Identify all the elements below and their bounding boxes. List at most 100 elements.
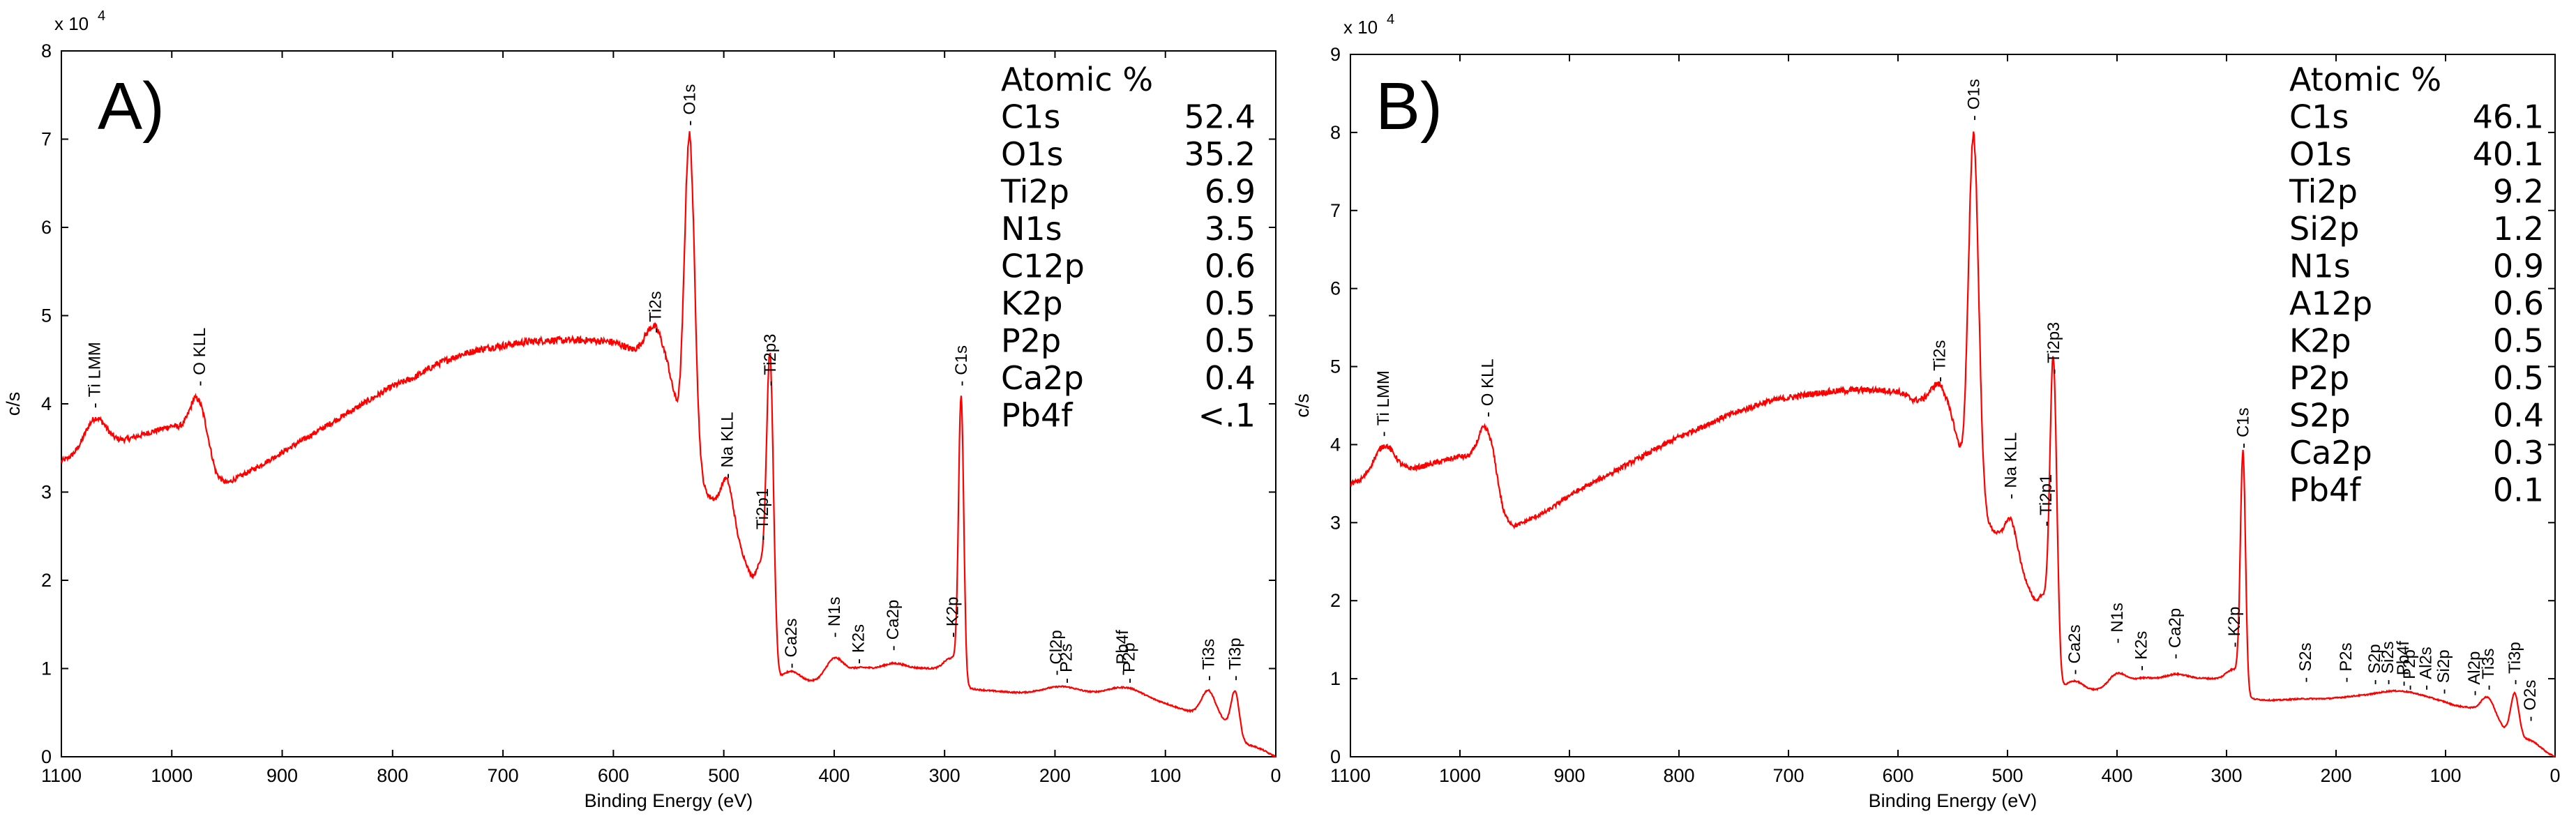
peak-label-group: - K2p [2225,607,2244,648]
peak-label: P2p [1120,642,1138,672]
peak-label: Ca2p [884,600,903,640]
table-row-label: O1s [2289,135,2351,173]
table-row-value: 0.5 [1205,285,1256,322]
spectrum-line [60,131,1276,758]
panel-label: B) [1376,69,1443,144]
table-row-label: Si2p [2289,210,2359,248]
x-tick-label: 600 [598,765,629,786]
peak-label-group: - O2s [2521,680,2540,722]
y-axis-label: c/s [1292,393,1313,418]
table-row-value: 40.1 [2473,135,2544,173]
peak-label: Na KLL [718,412,737,467]
peak-label-group: - Ca2s [782,618,801,668]
peak-dash: - [2044,369,2063,375]
peak-label-group: - K2s [2132,631,2151,671]
table-row-label: C1s [2289,98,2349,136]
peak-label-group: - P2s [1057,644,1076,684]
peak-dash: - [1047,670,1066,676]
peak-label-group: - Al2p [2465,651,2484,696]
chart-panel-b: 1100 1000 900 800 700 600 500 400 300 200 100 00123… [1292,12,2561,811]
table-row-value: 0.5 [1205,322,1256,360]
peak-label: Ti3s [1199,639,1218,670]
peak-dash: - [2132,665,2151,671]
table-row-label: C1s [1001,98,1060,136]
peak-label-group: - Si2p [2434,649,2453,694]
table-row-value: 6.9 [1205,173,1256,211]
peak-dash: - [2108,638,2127,644]
table-row-value: 52.4 [1184,98,1256,136]
peak-label: K2p [943,597,962,627]
y-tick-label: 2 [41,570,52,591]
peak-dash: - [884,645,903,651]
peak-dash: - [952,381,971,386]
peak-label-group: - P2p [2400,649,2419,691]
table-row-label: P2p [1001,322,1061,360]
peak-label-group: - K2s [850,624,868,664]
x-tick-label: 900 [266,765,298,786]
x-tick-label: 500 [708,765,739,786]
peak-label: Ca2p [2166,608,2185,648]
peak-label-group: - Ti2p3 [2044,322,2063,375]
peak-dash: - [1057,678,1076,684]
peak-label: Na KLL [2002,432,2021,488]
peak-label-group: - C1s [952,345,971,386]
table-row-label: C12p [1001,248,1085,285]
peak-label-group: - Ti2p3 [761,334,780,386]
table-row-value: 0.4 [1205,359,1256,397]
peak-label: Ti2s [1931,340,1950,370]
peak-dash: - [2400,685,2419,691]
peak-dash: - [2234,443,2253,448]
peak-label-group: - Ti2s [1931,340,1950,382]
x-tick-label: 200 [2320,765,2351,786]
table-row-value: 35.2 [1184,135,1256,173]
x-tick-label: 200 [1039,765,1071,786]
peak-dash: - [2166,654,2185,659]
peak-dash: - [943,632,962,637]
peak-label-group: - Ti LMM [85,342,104,408]
peak-dash: - [1478,412,1497,417]
peak-label: O KLL [190,328,209,375]
y-tick-label: 5 [1330,356,1341,377]
peak-label-group: - N1s [825,597,844,638]
panel-label: A) [98,69,165,144]
y-tick-label: 1 [1330,668,1341,689]
peak-label-group: - Ca2s [2065,624,2084,674]
peak-label-group: - Ti2s [647,291,665,333]
x-tick-label: 1000 [151,765,193,786]
y-exponent-label: x 10 [1343,17,1378,38]
table-row-label: Ca2p [1001,359,1084,397]
peak-dash: - [2465,691,2484,696]
table-header: Atomic % [2289,61,2441,98]
peak-label-group: - Na KLL [2002,432,2021,499]
peak-dash: - [1120,678,1138,684]
peak-label: Ti LMM [85,342,104,397]
chart-panel-a: 1100 1000 900 800 700 600 500 400 300 200 100 00123… [3,8,1281,811]
peak-dash: - [1113,670,1132,676]
y-tick-label: 3 [41,482,52,503]
peak-label: Ti2p3 [2044,322,2063,363]
y-tick-label: 5 [41,305,52,326]
peak-dash: - [1964,115,1983,121]
peak-dash: - [2296,677,2315,683]
table-row-label: Pb4f [2289,471,2362,509]
spectrum-line [1350,131,2556,757]
peak-label: S2p [2365,644,2384,674]
table-row-value: 0.5 [2493,322,2544,360]
x-tick-label: 100 [2430,765,2461,786]
peak-dash: - [1374,431,1393,437]
peak-dash: - [2417,685,2436,691]
x-tick-label: 1000 [1439,765,1481,786]
peak-label-group: - Ti3p [1226,637,1244,681]
peak-dash: - [2065,670,2084,675]
peak-label: K2p [2225,607,2244,637]
peak-label: K2s [850,624,868,653]
peak-label: P2p [2400,649,2419,679]
x-tick-label: 800 [1663,765,1694,786]
peak-label-group: - K2p [943,597,962,638]
peak-label: Ti3s [2479,648,2498,679]
x-tick-label: 600 [1882,765,1913,786]
peak-dash: - [681,121,700,126]
peak-dash: - [761,381,780,386]
peak-label-group: - Pb4f [2394,641,2413,687]
